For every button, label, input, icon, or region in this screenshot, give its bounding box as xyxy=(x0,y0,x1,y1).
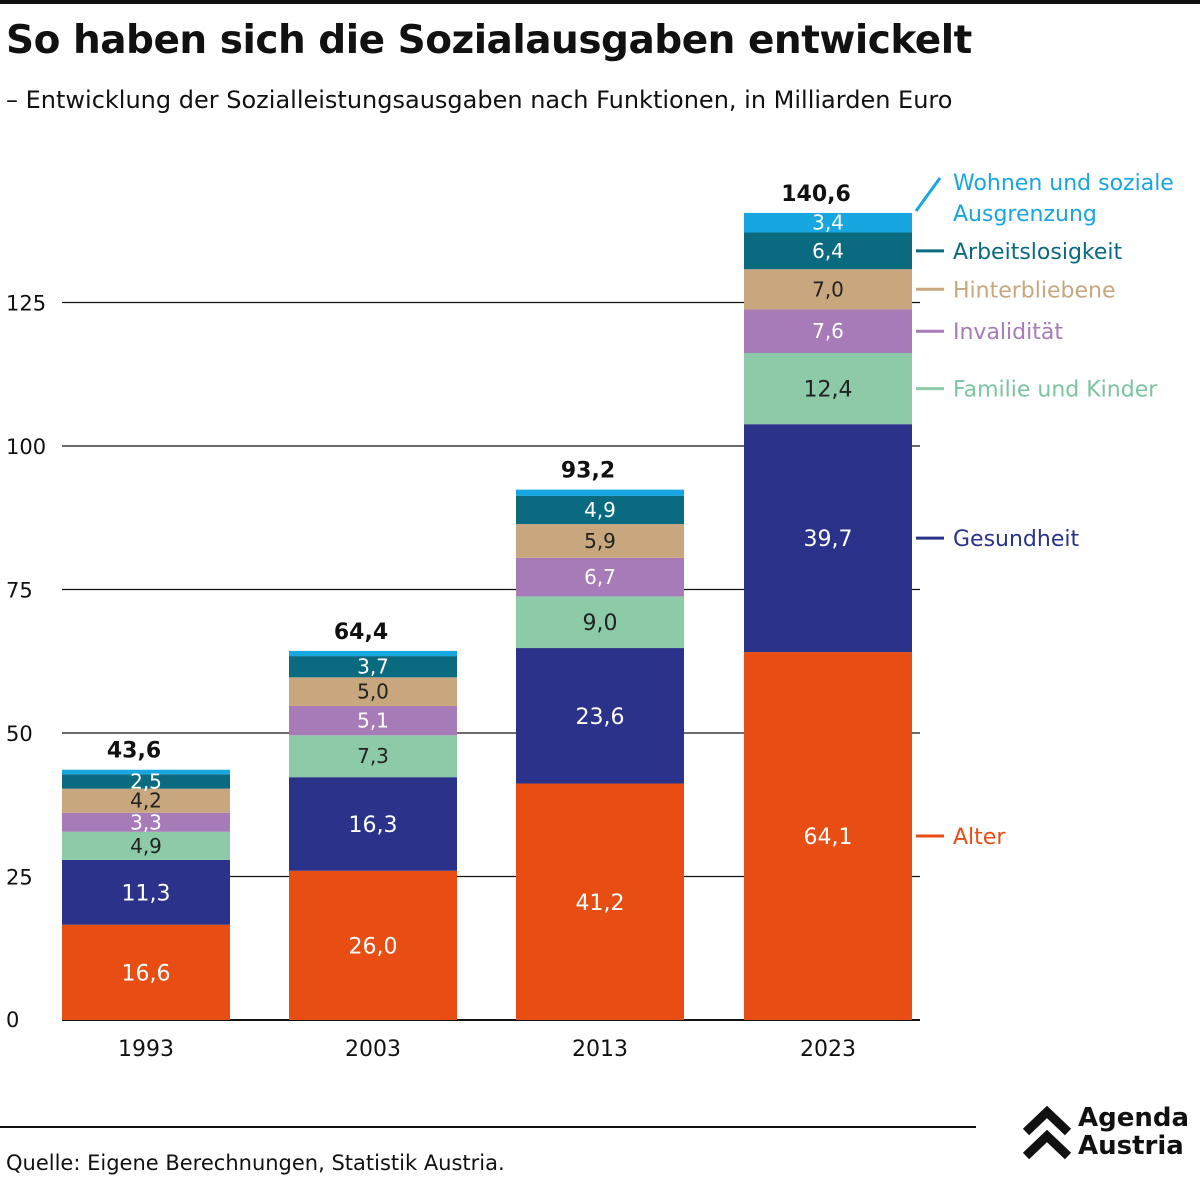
data-label-2003-4: 5,0 xyxy=(357,680,389,704)
data-label-2013-1: 23,6 xyxy=(576,705,625,730)
data-label-2023-6: 3,4 xyxy=(812,211,844,235)
data-label-2023-0: 64,1 xyxy=(804,825,853,850)
y-tick-label-50: 50 xyxy=(6,722,33,746)
legend-connector-6 xyxy=(914,177,942,212)
bar-segment-2023-2 xyxy=(744,353,912,425)
data-label-2003-1: 16,3 xyxy=(349,813,398,838)
data-label-2013-3: 6,7 xyxy=(584,565,616,589)
legend-label-6-line1: Wohnen und soziale xyxy=(953,171,1174,196)
y-tick-label-25: 25 xyxy=(6,866,33,890)
bar-layer xyxy=(62,212,912,1020)
data-label-2013-0: 41,2 xyxy=(576,891,625,916)
bar-segment-2013-0 xyxy=(516,783,684,1020)
data-label-2003-0: 26,0 xyxy=(349,934,398,959)
data-label-2013-5: 4,9 xyxy=(584,498,616,522)
bar-segment-2013-4 xyxy=(516,524,684,558)
legend-label-1: Gesundheit xyxy=(953,527,1079,552)
bar-segment-2013-2 xyxy=(516,596,684,649)
chevron-up-logo-icon xyxy=(1022,1105,1072,1160)
legend-label-3: Invalidität xyxy=(953,320,1063,345)
bar-segment-2023-0 xyxy=(744,652,912,1020)
x-tick-label-2013: 2013 xyxy=(572,1037,628,1062)
data-label-2023-2: 12,4 xyxy=(804,378,853,403)
bar-segment-2003-2 xyxy=(289,735,457,778)
data-label-2023-4: 7,0 xyxy=(812,277,844,301)
x-tick-label-2003: 2003 xyxy=(345,1037,401,1062)
chart-title: So haben sich die Sozialausgaben entwick… xyxy=(6,18,972,63)
legend-label-5: Arbeitslosigkeit xyxy=(953,240,1123,265)
bar-segment-1993-2 xyxy=(62,831,230,860)
data-label-2013-4: 5,9 xyxy=(584,529,616,553)
agenda-austria-logo: Agenda Austria xyxy=(1020,1100,1196,1166)
bottom-rule xyxy=(0,1126,976,1128)
total-label-2003: 64,4 xyxy=(334,620,388,645)
bar-segment-2023-3 xyxy=(744,309,912,354)
data-label-2013-2: 9,0 xyxy=(583,611,618,636)
y-tick-label-100: 100 xyxy=(6,435,46,459)
data-label-1993-5: 2,5 xyxy=(130,770,162,794)
bar-segment-1993-6 xyxy=(62,769,230,775)
legend-label-0: Alter xyxy=(953,825,1006,850)
data-label-1993-2: 4,9 xyxy=(130,834,162,858)
bar-segment-2003-3 xyxy=(289,706,457,736)
data-label-2023-1: 39,7 xyxy=(804,527,853,552)
bar-segment-2003-6 xyxy=(289,650,457,657)
label-layer: 16,611,34,93,34,22,543,6199326,016,37,35… xyxy=(107,182,856,1062)
total-label-2013: 93,2 xyxy=(561,459,615,484)
bar-segment-2023-5 xyxy=(744,232,912,270)
chart-subtitle: – Entwicklung der Sozialleistungsausgabe… xyxy=(6,86,953,114)
data-label-1993-0: 16,6 xyxy=(122,961,171,986)
logo-text-line1: Agenda xyxy=(1078,1103,1190,1133)
top-rule xyxy=(0,0,1200,4)
data-label-2003-3: 5,1 xyxy=(357,709,389,733)
bar-segment-2023-1 xyxy=(744,424,912,653)
bar-segment-1993-4 xyxy=(62,788,230,813)
x-tick-label-1993: 1993 xyxy=(118,1037,174,1062)
y-tick-label-75: 75 xyxy=(6,579,33,603)
total-label-1993: 43,6 xyxy=(107,739,161,764)
bar-segment-2013-1 xyxy=(516,648,684,784)
bar-segment-2023-4 xyxy=(744,269,912,310)
source-note: Quelle: Eigene Berechnungen, Statistik A… xyxy=(6,1151,505,1175)
bar-segment-2013-5 xyxy=(516,495,684,525)
data-label-1993-1: 11,3 xyxy=(122,881,171,906)
data-label-2003-5: 3,7 xyxy=(357,655,389,679)
data-label-2023-5: 6,4 xyxy=(812,239,844,263)
bar-segment-2003-5 xyxy=(289,656,457,678)
bar-segment-2023-6 xyxy=(744,212,912,233)
legend-label-6-line2: Ausgrenzung xyxy=(953,202,1097,227)
x-tick-label-2023: 2023 xyxy=(800,1037,856,1062)
data-label-2003-2: 7,3 xyxy=(357,744,389,768)
legend-layer: Alter Gesundheit Familie und Kinder Invalid… xyxy=(914,171,1174,850)
data-label-1993-3: 3,3 xyxy=(130,810,162,834)
legend-label-4: Hinterbliebene xyxy=(953,278,1116,303)
bar-segment-2003-1 xyxy=(289,777,457,871)
bar-segment-1993-3 xyxy=(62,812,230,832)
logo-text-line2: Austria xyxy=(1078,1131,1184,1161)
legend-label-2: Familie und Kinder xyxy=(953,378,1158,403)
bar-segment-1993-5 xyxy=(62,774,230,789)
bar-segment-2003-4 xyxy=(289,677,457,707)
bar-segment-2003-0 xyxy=(289,870,457,1020)
y-tick-label-0: 0 xyxy=(6,1008,19,1032)
y-tick-label-125: 125 xyxy=(6,292,46,316)
bar-segment-2013-3 xyxy=(516,557,684,597)
bar-segment-1993-1 xyxy=(62,859,230,925)
data-label-2023-3: 7,6 xyxy=(812,319,844,343)
bar-segment-2013-6 xyxy=(516,489,684,496)
data-label-1993-4: 4,2 xyxy=(130,789,162,813)
total-label-2023: 140,6 xyxy=(781,182,851,207)
bar-segment-1993-0 xyxy=(62,924,230,1020)
